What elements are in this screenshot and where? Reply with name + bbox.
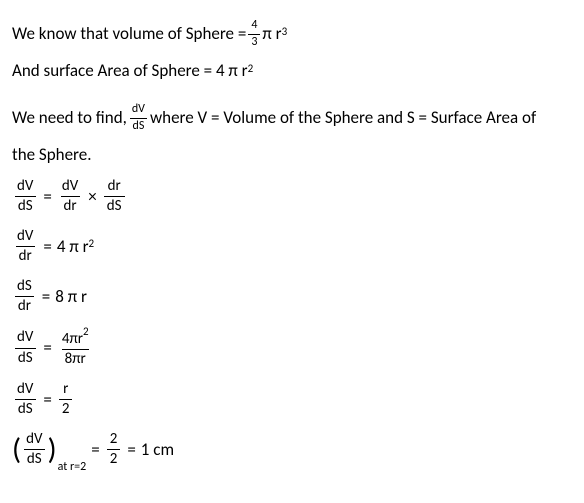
line-surface-formula: And surface Area of Sphere = 4 π r2 xyxy=(12,60,572,82)
exp-cube: 3 xyxy=(282,25,288,39)
exp-square: 2 xyxy=(89,237,95,251)
equals: = xyxy=(43,337,51,359)
fraction-dsdr: dS dr xyxy=(14,277,35,317)
den: dr xyxy=(15,296,34,317)
den: dS xyxy=(130,118,148,135)
text-find-line2: the Sphere. xyxy=(12,144,92,166)
fraction-drds: dr dS xyxy=(104,177,125,217)
equals: = xyxy=(42,286,50,308)
den: dS xyxy=(104,196,125,217)
result-text: 1 cm xyxy=(141,439,174,461)
fraction-four-thirds: 4 3 xyxy=(248,18,260,50)
text-volume-pre: We know that volume of Sphere = xyxy=(12,23,246,45)
num: 4 xyxy=(248,18,260,34)
den: dr xyxy=(16,246,35,267)
text-surface: And surface Area of Sphere = 4 π r xyxy=(12,60,248,82)
den: dS xyxy=(15,399,36,420)
num: r xyxy=(60,380,71,400)
line-dvds-r2: dV dS = r 2 xyxy=(12,380,572,420)
den: dS xyxy=(15,196,36,217)
fraction-dvdr: dV dr xyxy=(59,177,81,217)
fraction-ratio: 4πr2 8πr xyxy=(59,327,92,370)
equals: = xyxy=(43,186,51,208)
den: 2 xyxy=(107,449,121,470)
rhs: 8 π r xyxy=(55,286,87,308)
fraction-dvds-small: dV dS xyxy=(129,102,148,134)
equals: = xyxy=(43,236,51,258)
fraction-dvds: dV dS xyxy=(14,380,36,420)
exp-square: 2 xyxy=(248,62,254,76)
subscript-note: at r=2 xyxy=(58,460,87,476)
den: dS xyxy=(24,449,45,470)
fraction-22: 2 2 xyxy=(107,430,121,470)
line-dsdr: dS dr = 8 π r xyxy=(12,277,572,317)
line-chain-rule: dV dS = dV dr × dr dS xyxy=(12,177,572,217)
num: dV xyxy=(23,430,45,450)
num: dS xyxy=(14,277,35,297)
paren-left: ( xyxy=(12,435,21,465)
den: 3 xyxy=(248,34,260,51)
num-text: 4πr xyxy=(62,330,83,348)
paren-right: ) xyxy=(48,435,57,465)
exp-square: 2 xyxy=(83,325,89,338)
line-find-2: the Sphere. xyxy=(12,144,572,166)
num: 4πr2 xyxy=(59,327,92,350)
num: 2 xyxy=(107,430,121,450)
equals: = xyxy=(91,439,99,461)
times: × xyxy=(88,186,96,208)
num: dr xyxy=(105,177,124,197)
text-find-post: where V = Volume of the Sphere and S = S… xyxy=(150,107,536,129)
line-dvdr: dV dr = 4 π r2 xyxy=(12,227,572,267)
fraction-dvdr: dV dr xyxy=(14,227,36,267)
line-find: We need to find, dV dS where V = Volume … xyxy=(12,102,572,134)
text-find-pre: We need to find, xyxy=(12,107,127,129)
num: dV xyxy=(14,177,36,197)
den: 2 xyxy=(59,399,73,420)
fraction-dvds: dV dS xyxy=(14,328,36,368)
den: 8πr xyxy=(62,349,89,370)
fraction-dvds: dV dS xyxy=(23,430,45,470)
num: dV xyxy=(129,102,148,118)
equals: = xyxy=(127,439,135,461)
num: dV xyxy=(14,328,36,348)
num: dV xyxy=(59,177,81,197)
equals: = xyxy=(43,389,51,411)
fraction-r2: r 2 xyxy=(59,380,73,420)
num: dV xyxy=(14,380,36,400)
line-volume-formula: We know that volume of Sphere = 4 3 π r3 xyxy=(12,18,572,50)
paren-dvds: ( dV dS ) xyxy=(12,430,57,470)
den: dr xyxy=(61,196,80,217)
text-volume-post: π r xyxy=(262,23,281,45)
line-dvds-ratio: dV dS = 4πr2 8πr xyxy=(12,327,572,370)
num: dV xyxy=(14,227,36,247)
den: dS xyxy=(15,348,36,369)
line-result: ( dV dS ) at r=2 = 2 2 = 1 cm xyxy=(12,430,572,470)
rhs: 4 π r xyxy=(57,236,89,258)
fraction-dvds: dV dS xyxy=(14,177,36,217)
